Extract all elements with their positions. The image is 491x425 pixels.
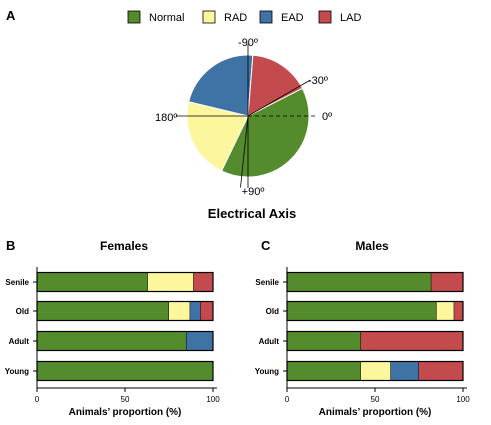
pie-slice-lad [247, 54, 304, 117]
panel-letter-a: A [6, 8, 16, 23]
bar-segment-young-rad [360, 361, 391, 381]
category-label-young: Young [5, 367, 29, 376]
legend-swatch-rad [202, 10, 216, 24]
pie-slice-normal [220, 87, 310, 178]
legend-label-normal: Normal [149, 12, 184, 24]
bar-segment-old-ead [190, 301, 201, 321]
panel-letter-c: C [261, 238, 271, 253]
x-tick-label-50: 50 [121, 395, 130, 404]
bar-segment-young-lad [419, 361, 463, 381]
legend-label-ead: EAD [281, 12, 304, 24]
category-label-young: Young [255, 367, 279, 376]
x-axis-label: Animals’ proportion (%) [69, 407, 182, 418]
bar-segment-old-rad [436, 301, 455, 321]
females-bar-chart: Females 0 50 100 Animals’ proportion (%) Seni… [5, 239, 221, 418]
pie-minus30-line [247, 79, 311, 117]
bar-segment-young-ead [390, 361, 419, 381]
bar-outline-old [286, 300, 464, 322]
panel-letter-b: B [6, 238, 15, 253]
bar-outline-old [36, 300, 214, 322]
angle-label--90-: +90º [242, 186, 265, 198]
bar-outline-senile [286, 271, 464, 293]
category-label-old: Old [266, 307, 279, 316]
bar-segment-adult-lad [360, 331, 463, 351]
pie-plus90-line [240, 115, 249, 188]
bar-segment-adult-normal [287, 331, 361, 351]
females-title: Females [100, 239, 148, 253]
males-bar-chart: Males 0 50 100 Animals’ proportion (%) Senile… [255, 239, 471, 418]
bar-segment-old-normal [287, 301, 437, 321]
pie-slice-rad [186, 101, 249, 172]
bar-segment-adult-normal [37, 331, 187, 351]
pie-title: Electrical Axis [208, 206, 296, 221]
bar-segment-senile-lad [193, 272, 213, 292]
angle-label-180-: 180º [155, 112, 177, 124]
bar-segment-young-normal [37, 361, 213, 381]
bar-segment-old-normal [37, 301, 169, 321]
bar-segment-senile-rad [147, 272, 194, 292]
legend-label-lad: LAD [340, 12, 361, 24]
bar-segment-senile-normal [37, 272, 148, 292]
bar-segment-old-lad [200, 301, 213, 321]
legend: Normal RAD EAD LAD [127, 10, 361, 24]
legend-label-rad: RAD [224, 12, 247, 24]
bar-outline-young [36, 360, 214, 382]
legend-swatch-ead [259, 10, 273, 24]
category-label-senile: Senile [255, 278, 279, 287]
bar-outline-adult [286, 330, 464, 352]
males-title: Males [355, 239, 389, 253]
bar-outline-adult [36, 330, 214, 352]
bar-outline-senile [36, 271, 214, 293]
x-tick-label-100: 100 [456, 395, 470, 404]
legend-swatch-normal [127, 10, 141, 24]
x-tick-label-100: 100 [206, 395, 220, 404]
bar-segment-adult-ead [186, 331, 213, 351]
pie-slice-ead [188, 54, 254, 117]
x-axis-label: Animals’ proportion (%) [319, 407, 432, 418]
pie-chart: -90º -30º 0º 180º +90º [155, 37, 332, 198]
legend-swatch-lad [318, 10, 332, 24]
category-label-old: Old [16, 307, 29, 316]
bar-segment-senile-normal [287, 272, 432, 292]
x-tick-label-0: 0 [35, 395, 40, 404]
category-label-adult: Adult [9, 337, 30, 346]
x-tick-label-50: 50 [371, 395, 380, 404]
bar-segment-old-lad [454, 301, 463, 321]
x-tick-label-0: 0 [285, 395, 290, 404]
bar-segment-senile-lad [431, 272, 463, 292]
category-label-senile: Senile [5, 278, 29, 287]
bar-outline-young [286, 360, 464, 382]
angle-label-0-: 0º [322, 111, 332, 123]
bar-segment-young-normal [287, 361, 361, 381]
angle-label--30-: -30º [308, 75, 328, 87]
angle-label--90-: -90º [238, 37, 258, 49]
category-label-adult: Adult [259, 337, 280, 346]
bar-segment-old-rad [169, 301, 191, 321]
